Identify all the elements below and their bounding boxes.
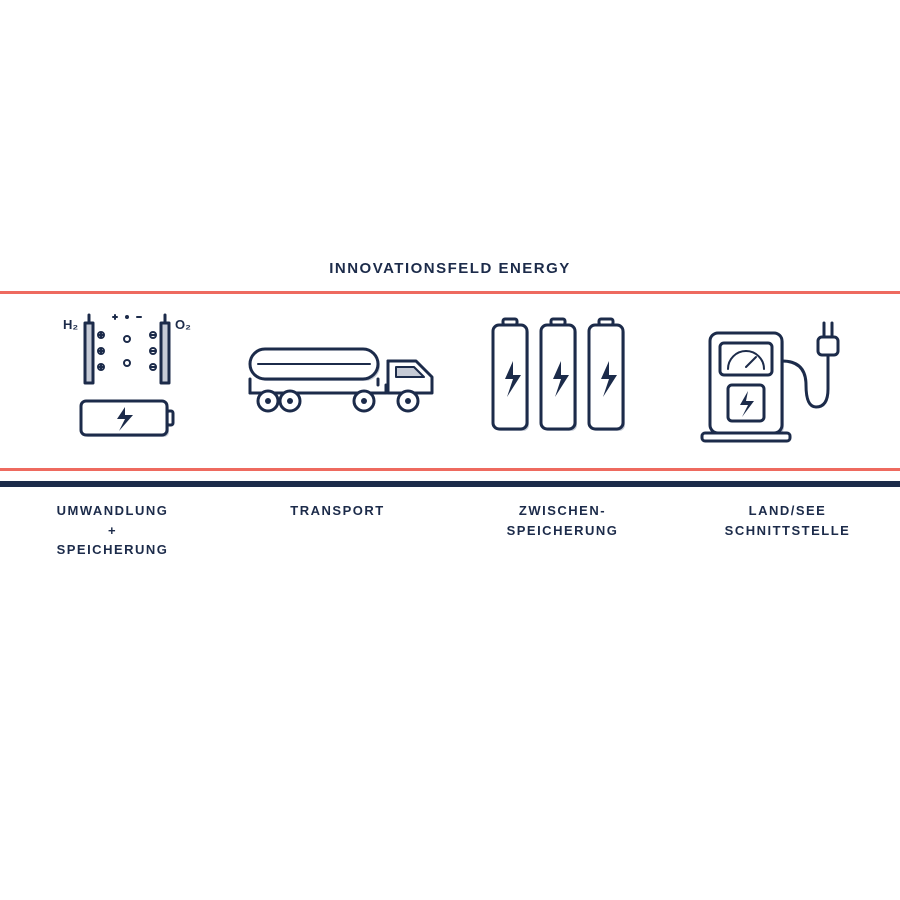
icon-band: H₂ O₂: [0, 291, 900, 471]
electrolysis-battery-icon: H₂ O₂: [53, 311, 203, 451]
infographic-container: INNOVATIONSFELD ENERGY: [0, 260, 900, 560]
battery-bank-icon: [473, 311, 643, 451]
label-landsee: LAND/SEE SCHNITTSTELLE: [675, 501, 900, 560]
section-title: INNOVATIONSFELD ENERGY: [0, 260, 900, 277]
labels-row: UMWANDLUNG + SPEICHERUNG TRANSPORT ZWISC…: [0, 501, 900, 560]
cell-umwandlung: H₂ O₂: [20, 311, 235, 451]
label-zwischen: ZWISCHEN- SPEICHERUNG: [450, 501, 675, 560]
h2-label: H₂: [63, 317, 78, 332]
label-umwandlung: UMWANDLUNG + SPEICHERUNG: [0, 501, 225, 560]
charging-station-icon: [688, 311, 858, 451]
label-transport: TRANSPORT: [225, 501, 450, 560]
nav-divider: [0, 481, 900, 487]
cell-zwischen: [450, 311, 665, 451]
cell-transport: [235, 311, 450, 451]
o2-label: O₂: [175, 317, 191, 332]
cell-landsee: [665, 311, 880, 451]
tanker-truck-icon: [238, 321, 448, 441]
